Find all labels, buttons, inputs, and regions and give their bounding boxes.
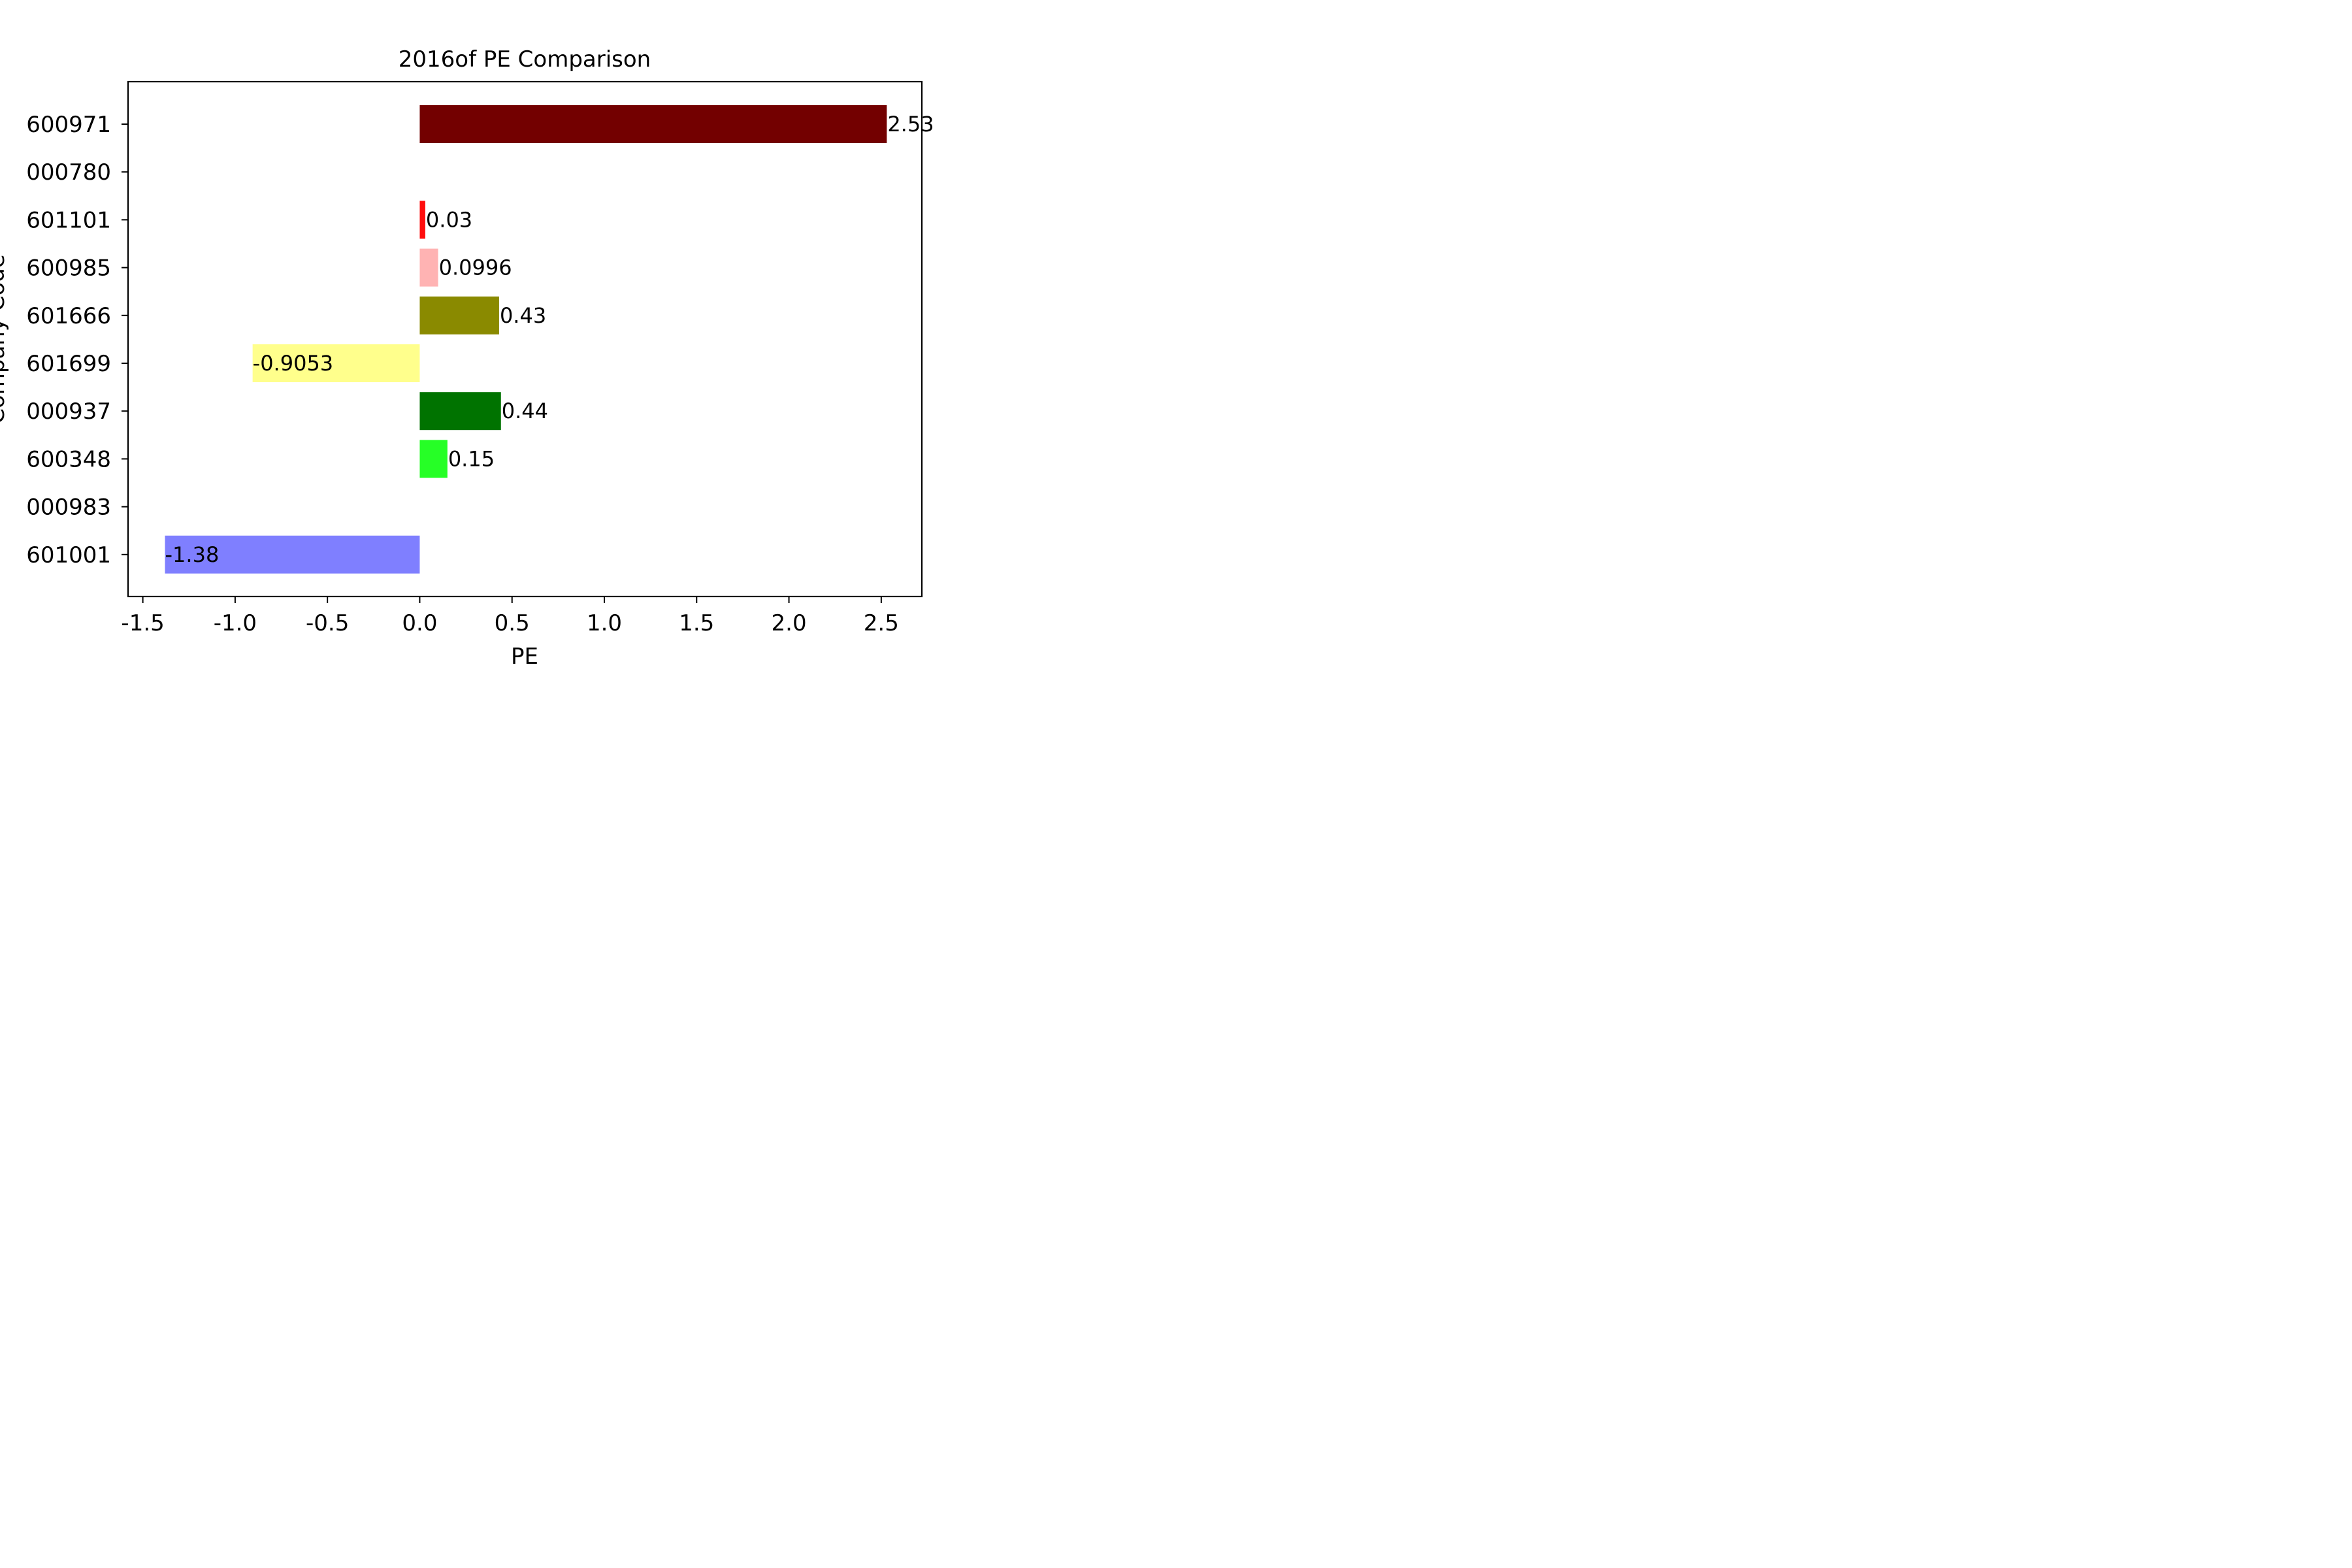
y-tick-label: 000780	[26, 159, 111, 186]
x-tick-label: -1.5	[121, 610, 164, 636]
bar-value-label: -0.9053	[253, 351, 334, 376]
y-tick-label: 600971	[26, 112, 111, 138]
bar-value-label: 2.53	[887, 112, 934, 137]
x-tick-label: -0.5	[306, 610, 349, 636]
bar	[419, 201, 425, 239]
bar	[252, 344, 420, 382]
y-axis-label: Company Code	[0, 254, 10, 424]
y-axis: 600971 000780 601101 600985 601666 601699 0009…	[26, 112, 128, 568]
chart-svg: 2016of PE Comparison 2.53 0.03 0.0996 0.43 -…	[0, 46, 934, 670]
chart-title: 2016of PE Comparison	[399, 46, 651, 73]
y-tick-label: 600985	[26, 255, 111, 282]
bar	[419, 440, 448, 478]
x-tick-label: 1.5	[679, 610, 714, 636]
bars-layer	[165, 105, 887, 574]
x-axis-label: PE	[511, 644, 538, 670]
chart: 2016of PE Comparison 2.53 0.03 0.0996 0.43 -…	[0, 0, 1019, 679]
y-tick-label: 000937	[26, 399, 111, 425]
x-tick-label: 1.0	[587, 610, 622, 636]
bar-value-label: 0.15	[448, 446, 495, 471]
bar	[419, 105, 887, 143]
x-tick-label: 0.0	[402, 610, 437, 636]
bar	[419, 392, 501, 431]
bar	[419, 248, 438, 287]
y-tick-label: 600348	[26, 446, 111, 472]
x-axis: -1.5 -1.0 -0.5 0.0 0.5 1.0 1.5 2.0 2.5	[121, 596, 899, 636]
bar	[419, 296, 499, 335]
bar-value-label: -1.38	[165, 542, 220, 567]
bar	[165, 535, 420, 574]
bar-value-label: 0.0996	[439, 255, 512, 280]
bar-value-label: 0.43	[500, 303, 546, 328]
y-tick-label: 601101	[26, 207, 111, 233]
y-tick-label: 601699	[26, 351, 111, 377]
y-tick-label: 601666	[26, 303, 111, 329]
bar-value-label: 0.03	[426, 207, 472, 232]
x-tick-label: -1.0	[214, 610, 257, 636]
bar-value-label: 0.44	[502, 399, 548, 423]
y-tick-label: 601001	[26, 542, 111, 568]
x-tick-label: 2.5	[864, 610, 899, 636]
plot-area-frame	[127, 80, 923, 598]
x-tick-label: 2.0	[772, 610, 807, 636]
value-labels-layer: 2.53 0.03 0.0996 0.43 -0.9053 0.44 0.15 -1.38	[165, 112, 934, 567]
y-tick-label: 000983	[26, 495, 111, 521]
x-tick-label: 0.5	[495, 610, 530, 636]
